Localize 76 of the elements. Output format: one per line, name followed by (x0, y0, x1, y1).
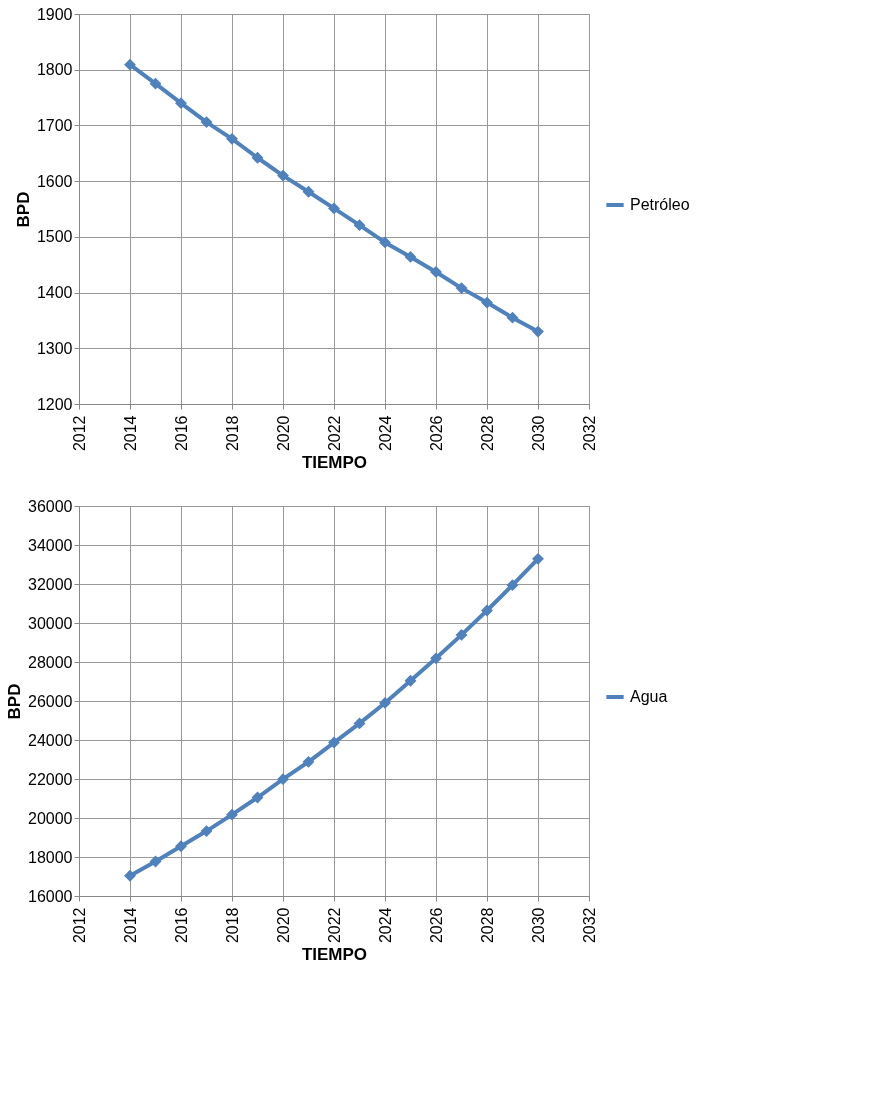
point (455, 282, 468, 295)
point (506, 579, 519, 592)
y-tick-label: 1800 (36, 61, 73, 79)
legend-label: Agua (630, 688, 668, 705)
x-tick-label: 2022 (325, 415, 343, 452)
y-tick-label: 36000 (28, 497, 73, 515)
point (404, 674, 417, 687)
point (175, 840, 187, 853)
y-tick-label: 1300 (36, 339, 73, 357)
x-tick-label: 2014 (121, 415, 139, 452)
y-axis-title: BPD (13, 191, 33, 228)
x-tick-label: 2026 (427, 415, 445, 452)
y-tick-label: 28000 (28, 653, 73, 671)
y-tick-label: 16000 (28, 887, 73, 905)
x-tick-label: 2020 (274, 907, 292, 944)
x-tick-label: 2028 (478, 907, 496, 944)
x-tick-label: 2014 (121, 907, 139, 944)
x-tick-label: 2030 (529, 415, 547, 452)
y-axis-title: BPD (5, 683, 25, 720)
x-tick-label: 2016 (172, 415, 190, 452)
point (379, 236, 391, 249)
point (532, 325, 544, 338)
point (328, 202, 340, 215)
point (302, 755, 315, 768)
point (277, 169, 289, 182)
y-tick-label: 20000 (28, 809, 73, 827)
x-tick-label: 2012 (70, 415, 88, 452)
point (124, 869, 136, 882)
y-tick-label: 24000 (28, 731, 73, 749)
point (506, 311, 519, 324)
point (226, 132, 238, 145)
point (455, 628, 468, 641)
point (226, 808, 238, 821)
point (175, 97, 187, 110)
y-tick-label: 1700 (36, 116, 73, 134)
point (200, 825, 213, 837)
point (200, 116, 213, 128)
x-tick-label: 2018 (223, 415, 241, 452)
point (302, 185, 315, 198)
point (353, 219, 366, 232)
y-tick-label: 32000 (28, 575, 73, 593)
point (149, 77, 162, 90)
y-tick-label: 1200 (36, 395, 73, 413)
x-tick-label: 2024 (376, 907, 394, 944)
x-tick-label: 2016 (172, 907, 190, 944)
y-tick-label: 1400 (36, 284, 73, 302)
point (251, 151, 264, 164)
point (277, 773, 289, 786)
x-tick-label: 2026 (427, 907, 445, 944)
x-tick-label: 2018 (223, 907, 241, 944)
y-tick-label: 18000 (28, 848, 73, 866)
x-axis-title: TIEMPO (301, 945, 368, 965)
y-tick-label: 1500 (36, 228, 73, 246)
x-tick-label: 2022 (325, 907, 343, 944)
x-tick-label: 2024 (376, 415, 394, 452)
y-tick-label: 26000 (28, 692, 73, 710)
y-tick-label: 34000 (28, 536, 73, 554)
x-tick-label: 2030 (529, 907, 547, 944)
x-tick-label: 2032 (580, 907, 598, 944)
x-tick-label: 2032 (580, 415, 598, 452)
y-tick-label: 30000 (28, 614, 73, 632)
point (430, 652, 442, 665)
legend-label: Petróleo (630, 196, 690, 213)
point (404, 251, 417, 263)
point (481, 604, 493, 617)
point (328, 736, 340, 749)
point (124, 58, 136, 71)
y-tick-label: 22000 (28, 770, 73, 788)
x-axis-title: TIEMPO (301, 453, 368, 473)
x-tick-label: 2020 (274, 415, 292, 452)
x-tick-label: 2012 (70, 907, 88, 944)
y-tick-label: 1600 (36, 172, 73, 190)
x-tick-label: 2028 (478, 415, 496, 452)
point (532, 552, 544, 565)
y-tick-label: 1900 (36, 5, 73, 23)
point (481, 296, 493, 309)
